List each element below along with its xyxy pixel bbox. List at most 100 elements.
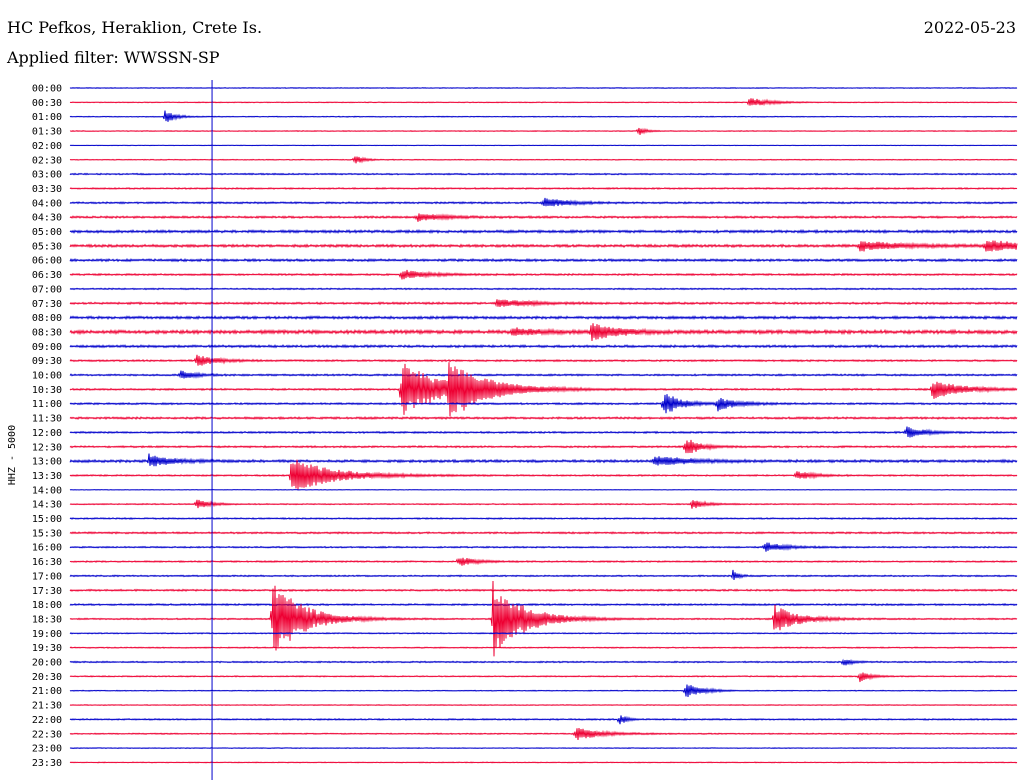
row-label-1400: 14:00 xyxy=(32,485,62,496)
row-label-1130: 11:30 xyxy=(32,414,62,425)
trace-0130 xyxy=(69,127,1018,135)
trace-1230 xyxy=(69,439,1018,454)
trace-0500 xyxy=(69,228,1018,235)
trace-2000 xyxy=(69,658,1018,666)
trace-1200 xyxy=(69,426,1018,438)
trace-1500 xyxy=(69,516,1018,521)
row-label-2130: 21:30 xyxy=(32,701,62,712)
row-label-1430: 14:30 xyxy=(32,500,62,511)
trace-0330 xyxy=(69,186,1018,190)
row-label-1630: 16:30 xyxy=(32,557,62,568)
trace-1300 xyxy=(69,453,1018,467)
row-label-0930: 09:30 xyxy=(32,356,62,367)
trace-2130 xyxy=(69,703,1018,707)
trace-2230 xyxy=(69,728,1018,741)
trace-0300 xyxy=(69,172,1018,176)
row-label-2300: 23:00 xyxy=(32,744,62,755)
trace-1830 xyxy=(69,581,1018,657)
row-label-1530: 15:30 xyxy=(32,528,62,539)
row-label-2030: 20:30 xyxy=(32,672,62,683)
trace-2330 xyxy=(69,761,1018,764)
trace-1130 xyxy=(69,416,1018,421)
row-label-0830: 08:30 xyxy=(32,327,62,338)
row-label-1200: 12:00 xyxy=(32,428,62,439)
trace-1630 xyxy=(69,557,1018,566)
trace-1430 xyxy=(69,499,1018,509)
row-label-1000: 10:00 xyxy=(32,371,62,382)
row-label-1230: 12:30 xyxy=(32,442,62,453)
row-label-0030: 00:30 xyxy=(32,98,62,109)
row-label-0900: 09:00 xyxy=(32,342,62,353)
channel-label: HHZ - 5000 xyxy=(7,425,18,485)
row-label-0400: 04:00 xyxy=(32,198,62,209)
row-label-1330: 13:30 xyxy=(32,471,62,482)
row-label-0530: 05:30 xyxy=(32,241,62,252)
side-label-svg: HHZ - 5000 xyxy=(7,425,18,485)
trace-0000 xyxy=(69,86,1018,90)
trace-0600 xyxy=(69,257,1018,263)
trace-2030 xyxy=(69,672,1018,683)
trace-1930 xyxy=(69,646,1018,649)
trace-0730 xyxy=(69,299,1018,308)
trace-1800 xyxy=(69,602,1018,607)
row-label-0100: 01:00 xyxy=(32,112,62,123)
row-label-1300: 13:00 xyxy=(32,457,62,468)
row-label-1030: 10:30 xyxy=(32,385,62,396)
trace-1030 xyxy=(69,362,1018,417)
trace-0700 xyxy=(69,287,1018,291)
trace-0200 xyxy=(69,144,1018,147)
row-label-1800: 18:00 xyxy=(32,600,62,611)
trace-0230 xyxy=(69,156,1018,164)
row-label-0230: 02:30 xyxy=(32,155,62,166)
trace-0530 xyxy=(69,240,1018,252)
row-label-1900: 19:00 xyxy=(32,629,62,640)
trace-1100 xyxy=(69,394,1018,414)
trace-0930 xyxy=(69,354,1018,366)
trace-0030 xyxy=(69,98,1018,107)
row-label-1600: 16:00 xyxy=(32,543,62,554)
trace-1700 xyxy=(69,569,1018,580)
filter-label: Applied filter: WWSSN-SP xyxy=(7,48,220,67)
row-label-2000: 20:00 xyxy=(32,658,62,669)
time-label-group: 00:00 00:30 01:00 01:30 02:00 02:30 03:00 03:30… xyxy=(32,84,62,769)
row-label-1730: 17:30 xyxy=(32,586,62,597)
row-label-2230: 22:30 xyxy=(32,729,62,740)
trace-0830 xyxy=(69,323,1018,342)
row-label-0600: 06:00 xyxy=(32,256,62,267)
row-label-0200: 02:00 xyxy=(32,141,62,152)
trace-0100 xyxy=(69,110,1018,122)
row-label-1700: 17:00 xyxy=(32,571,62,582)
trace-1600 xyxy=(69,542,1018,552)
row-label-0500: 05:00 xyxy=(32,227,62,238)
row-label-1930: 19:30 xyxy=(32,643,62,654)
row-label-0300: 03:00 xyxy=(32,170,62,181)
date-label: 2022-05-23 xyxy=(923,18,1016,37)
row-label-1830: 18:30 xyxy=(32,614,62,625)
trace-0630 xyxy=(69,269,1018,280)
row-label-1500: 15:00 xyxy=(32,514,62,525)
trace-1530 xyxy=(69,531,1018,535)
trace-2300 xyxy=(69,747,1018,750)
trace-1000 xyxy=(69,370,1018,379)
row-label-0330: 03:30 xyxy=(32,184,62,195)
row-label-0430: 04:30 xyxy=(32,213,62,224)
row-label-1100: 11:00 xyxy=(32,399,62,410)
trace-group xyxy=(69,86,1018,764)
row-label-2100: 21:00 xyxy=(32,686,62,697)
row-label-0800: 08:00 xyxy=(32,313,62,324)
trace-0900 xyxy=(69,344,1018,349)
row-label-0730: 07:30 xyxy=(32,299,62,310)
row-label-2200: 22:00 xyxy=(32,715,62,726)
trace-1330 xyxy=(69,459,1018,490)
row-label-0000: 00:00 xyxy=(32,84,62,95)
station-title: HC Pefkos, Heraklion, Crete Is. xyxy=(7,18,263,37)
trace-0430 xyxy=(69,213,1018,222)
row-label-2330: 23:30 xyxy=(32,758,62,769)
row-label-0700: 07:00 xyxy=(32,284,62,295)
row-label-0130: 01:30 xyxy=(32,127,62,138)
trace-1900 xyxy=(69,632,1018,635)
trace-1730 xyxy=(69,588,1018,593)
trace-0800 xyxy=(69,315,1018,321)
trace-0400 xyxy=(69,197,1018,207)
